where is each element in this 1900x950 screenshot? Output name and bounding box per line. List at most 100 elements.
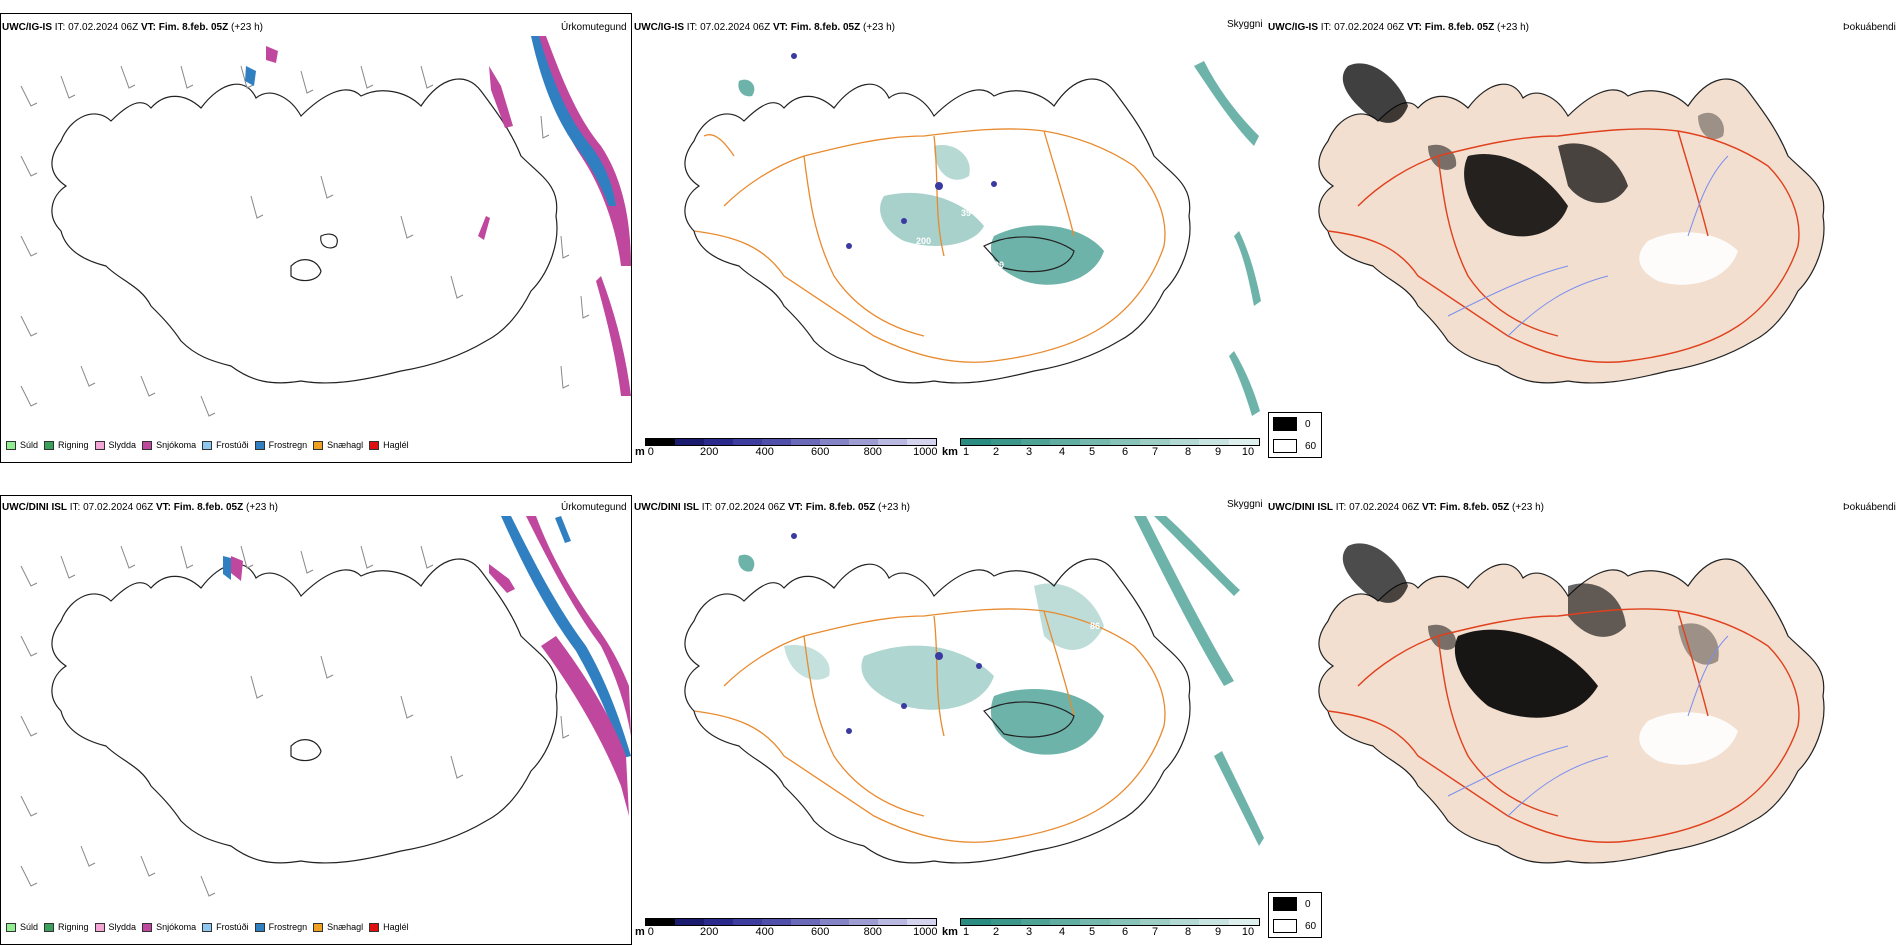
vis-label: 203	[1108, 710, 1123, 720]
rivers	[1447, 635, 1729, 817]
vis-tick: 3	[1025, 926, 1033, 938]
vis-title-1: Skyggni	[1227, 19, 1263, 30]
ptype-frame-1	[0, 13, 632, 463]
ceiling-tick: 400	[755, 446, 774, 458]
iceland-coastline	[684, 558, 1191, 864]
ptype-legend-1: Súld Rigning Slydda Snjókoma Frostúði Fr…	[6, 440, 409, 450]
vis-tick: 4	[1058, 926, 1066, 938]
legend-swatch	[6, 922, 16, 932]
vis-tick: 8	[1184, 446, 1192, 458]
row1-header-ptype: UWC/IG-IS IT: 07.02.2024 06Z VT: Fim. 8.…	[2, 22, 263, 33]
wind-barbs	[20, 65, 610, 417]
vis-label: 307	[1114, 733, 1129, 743]
legend-swatch	[254, 922, 265, 932]
visibility-colorbar-bar	[960, 438, 1260, 446]
vis-shading	[738, 61, 1261, 416]
row2-header-vis: UWC/DINI ISL IT: 07.02.2024 06Z VT: Fim.…	[634, 502, 910, 513]
vis-map-2: 86 671 171 470 1 41 203 307	[684, 516, 1264, 864]
roads	[693, 608, 1166, 843]
ceiling-tick: 0	[647, 926, 654, 938]
rivers	[1447, 155, 1729, 337]
fog-shading	[1342, 543, 1719, 718]
visibility-unit-1: km	[942, 446, 958, 458]
precip-bands	[245, 36, 631, 396]
vis-tick: 1	[962, 926, 970, 938]
vis-tick: 6	[1121, 446, 1129, 458]
vis-shading	[738, 516, 1264, 846]
vis-tick: 2	[992, 926, 1000, 938]
vis-tick: 10	[1241, 446, 1255, 458]
legend-swatch	[44, 922, 55, 932]
iceland-coastline	[684, 78, 1191, 384]
visibility-unit-2: km	[942, 926, 958, 938]
roads	[1327, 608, 1800, 843]
legend-swatch	[369, 922, 380, 932]
legend-swatch	[313, 922, 324, 932]
vis-tick: 6	[1121, 926, 1129, 938]
ceiling-tick: 800	[863, 926, 882, 938]
ptype-title-1: Úrkomutegund	[561, 22, 627, 33]
vis-label: 200	[916, 236, 931, 246]
vis-map-1: 39 200 139 548 321	[684, 53, 1261, 416]
legend-swatch	[202, 440, 213, 450]
row2-header-ptype: UWC/DINI ISL IT: 07.02.2024 06Z VT: Fim.…	[2, 502, 278, 513]
legend-swatch	[142, 922, 153, 932]
ceiling-tick: 400	[755, 926, 774, 938]
vis-label: 139	[989, 260, 1004, 270]
legend-swatch	[6, 440, 16, 450]
ceiling-colorbar-bar	[645, 918, 937, 926]
ceiling-tick: 0	[647, 446, 654, 458]
ceiling-tick: 1000	[913, 926, 938, 938]
fog-legend-2: 0 60	[1268, 892, 1322, 938]
vis-label: 41	[990, 683, 1000, 693]
vis-labels: 86 671 171 470 1 41 203 307	[897, 621, 1129, 743]
ptype-map-2	[20, 516, 631, 897]
vis-label: 548	[1108, 240, 1123, 250]
row1-header-vis: UWC/IG-IS IT: 07.02.2024 06Z VT: Fim. 8.…	[634, 22, 895, 33]
vis-label: 321	[1112, 262, 1127, 272]
legend-swatch	[254, 440, 265, 450]
vis-labels: 39 200 139 548 321	[916, 208, 1127, 272]
precip-bands	[223, 516, 631, 816]
row2-header-fog: UWC/DINI ISL IT: 07.02.2024 06Z VT: Fim.…	[1268, 502, 1544, 513]
ceiling-tick: 600	[811, 926, 830, 938]
ceiling-tick: 200	[700, 446, 719, 458]
iceland-coastline	[51, 558, 558, 864]
fog-map-2	[1318, 543, 1825, 864]
vis-tick: 5	[1088, 446, 1096, 458]
wind-barbs	[20, 545, 570, 897]
ptype-frame-2	[0, 495, 632, 945]
visibility-colorbar-1: 1 2 3 4 5 6 7 8 9 10	[960, 438, 1260, 458]
legend-swatch	[313, 440, 324, 450]
vis-label: 39	[961, 208, 971, 218]
vis-tick: 1	[962, 446, 970, 458]
ceiling-colorbar-bar	[645, 438, 937, 446]
legend-swatch	[94, 922, 105, 932]
ceiling-tick: 200	[700, 926, 719, 938]
land-fill	[1318, 78, 1825, 384]
legend-swatch	[369, 440, 380, 450]
glacier-white	[1639, 712, 1738, 765]
ceiling-tick: 600	[811, 446, 830, 458]
visibility-colorbar-bar	[960, 918, 1260, 926]
iceland-coastline	[51, 78, 558, 384]
vis-label: 671	[1096, 636, 1111, 646]
legend-swatch	[94, 440, 105, 450]
vis-tick: 7	[1151, 926, 1159, 938]
ceiling-colorbar-2: 0 200 400 600 800 1000	[645, 918, 938, 938]
visibility-colorbar-2: 1 2 3 4 5 6 7 8 9 10	[960, 918, 1260, 938]
legend-swatch	[44, 440, 55, 450]
ptype-title-2: Úrkomutegund	[561, 502, 627, 513]
vis-label: 171	[1007, 656, 1022, 666]
ceiling-tick: 800	[863, 446, 882, 458]
row1-header-fog: UWC/IG-IS IT: 07.02.2024 06Z VT: Fim. 8.…	[1268, 22, 1529, 33]
ptype-legend-2: Súld Rigning Slydda Snjókoma Frostúði Fr…	[6, 922, 409, 932]
legend-swatch	[202, 922, 213, 932]
glacier-white	[1639, 232, 1738, 285]
roads	[693, 128, 1166, 363]
vis-tick: 10	[1241, 926, 1255, 938]
ceiling-colorbar-1: 0 200 400 600 800 1000	[645, 438, 938, 458]
legend-swatch	[142, 440, 153, 450]
vis-tick: 7	[1151, 446, 1159, 458]
vis-label: 470	[1022, 672, 1037, 682]
